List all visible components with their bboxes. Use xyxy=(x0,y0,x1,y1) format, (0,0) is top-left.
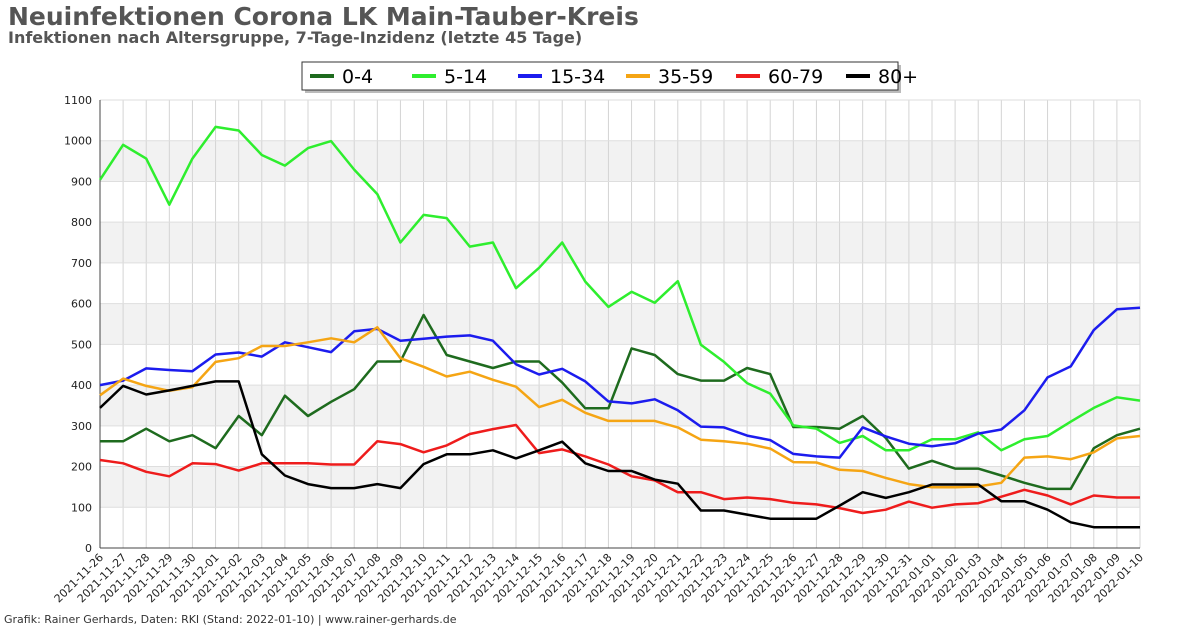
y-tick-label: 200 xyxy=(71,461,92,474)
y-tick-label: 900 xyxy=(71,175,92,188)
y-tick-label: 100 xyxy=(71,501,92,514)
legend-box xyxy=(301,61,899,91)
y-tick-label: 800 xyxy=(71,216,92,229)
legend-label-5-14: 5-14 xyxy=(444,66,487,88)
grid-band xyxy=(100,303,1140,345)
y-tick-label: 700 xyxy=(71,257,92,270)
series-line-5-14 xyxy=(98,125,1141,452)
legend-label-35-59: 35-59 xyxy=(658,66,713,88)
y-tick-label: 1000 xyxy=(64,135,92,148)
y-tick-label: 300 xyxy=(71,420,92,433)
grid-band xyxy=(100,140,1140,182)
series-line-35-59 xyxy=(99,326,1141,489)
legend-label-0-4: 0-4 xyxy=(342,66,373,88)
legend-label-15-34: 15-34 xyxy=(550,66,605,88)
series-line-80+ xyxy=(99,380,1140,529)
chart-title: Neuinfektionen Corona LK Main-Tauber-Kre… xyxy=(8,2,639,31)
series-line-15-34 xyxy=(99,306,1141,459)
series-line-0-4 xyxy=(100,313,1141,491)
y-tick-label: 500 xyxy=(71,338,92,351)
footer-credit: Grafik: Rainer Gerhards, Daten: RKI (Sta… xyxy=(4,613,457,626)
grid-band xyxy=(100,222,1140,263)
y-tick-label: 1100 xyxy=(64,94,92,107)
legend-label-80+: 80+ xyxy=(878,66,918,88)
grid-band xyxy=(100,385,1140,426)
chart-subtitle: Infektionen nach Altersgruppe, 7-Tage-In… xyxy=(8,28,583,47)
y-tick-label: 0 xyxy=(85,542,92,555)
y-tick-label: 600 xyxy=(71,298,92,311)
y-tick-label: 400 xyxy=(71,379,92,392)
legend-label-60-79: 60-79 xyxy=(768,66,823,88)
